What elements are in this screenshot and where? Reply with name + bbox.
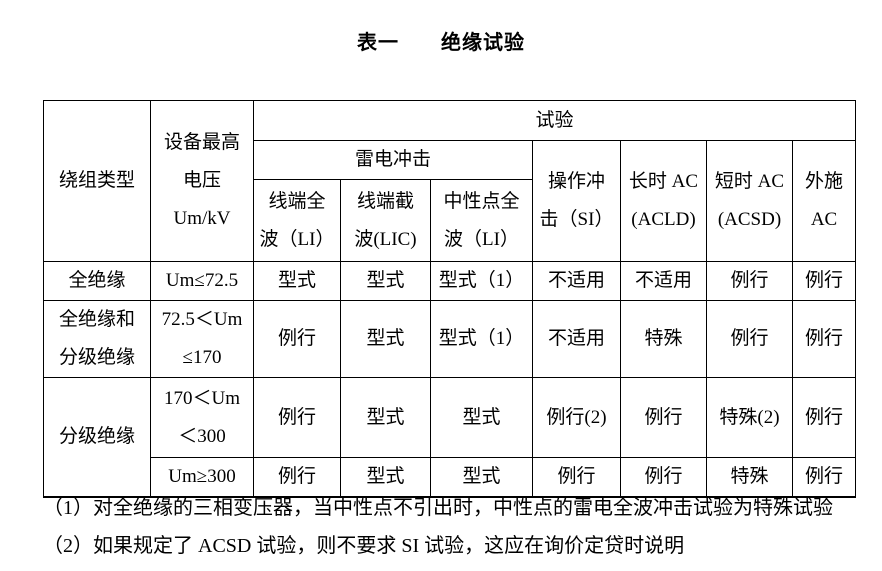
header-row-1: 绕组类型 设备最高 电压 Um/kV 试验 — [43, 100, 857, 262]
cell-winding: 分级绝缘 — [43, 377, 151, 498]
header-um: 设备最高 电压 Um/kV — [150, 100, 254, 262]
header-acld: 长时 AC (ACLD) — [620, 140, 707, 262]
cell: 不适用 — [532, 261, 621, 301]
insulation-test-table: 绕组类型 设备最高 电压 Um/kV 试验 雷电冲击 操作冲 击（SI） 长时 … — [43, 100, 857, 498]
footnote-2: （2）如果规定了 ACSD 试验，则不要求 SI 试验，这应在询价定贷时说明 — [43, 535, 685, 557]
header-si: 操作冲 击（SI） — [532, 140, 621, 262]
header-external-ac: 外施 AC — [791, 140, 857, 262]
cell: 型式（1） — [430, 261, 533, 301]
header-li-full-wave: 线端全 波（LI） — [253, 179, 341, 262]
table-row: 全绝缘 Um≤72.5 型式 型式 型式（1） 不适用 不适用 例行 例行 — [43, 261, 857, 301]
cell: 例行 — [253, 457, 341, 498]
header-winding-type: 绕组类型 — [43, 100, 151, 262]
cell: 例行 — [620, 377, 707, 458]
cell: 型式 — [340, 300, 431, 378]
table-row: 全绝缘和 分级绝缘 72.5＜Um ≤170 例行 型式 型式（1） 不适用 特… — [43, 300, 857, 378]
cell: 特殊 — [706, 457, 793, 498]
cell: 特殊(2) — [706, 377, 793, 458]
cell: 例行 — [791, 300, 857, 378]
cell: 例行 — [532, 457, 621, 498]
cell-winding: 全绝缘和 分级绝缘 — [43, 300, 151, 378]
cell: 型式 — [340, 261, 431, 301]
header-row-2: 雷电冲击 操作冲 击（SI） 长时 AC (ACLD) 短时 AC (ACSD)… — [44, 140, 857, 262]
cell: 例行 — [253, 300, 341, 378]
cell: 例行 — [620, 457, 707, 498]
cell: 例行 — [706, 261, 793, 301]
cell: 不适用 — [532, 300, 621, 378]
cell: 例行 — [791, 457, 857, 498]
cell-um: 170＜Um ＜300 — [150, 377, 254, 458]
header-acsd: 短时 AC (ACSD) — [706, 140, 793, 262]
table-row: Um≥300 例行 型式 型式 例行 例行 特殊 例行 — [44, 457, 857, 498]
cell: 型式（1） — [430, 300, 533, 378]
cell: 例行 — [253, 377, 341, 458]
page-title: 表一 绝缘试验 — [357, 32, 525, 54]
header-lightning-impulse: 雷电冲击 — [253, 140, 533, 180]
cell: 型式 — [253, 261, 341, 301]
header-li-chopped-wave: 线端截 波(LIC) — [340, 179, 431, 262]
header-test: 试验 — [252, 100, 857, 141]
cell: 例行 — [791, 377, 857, 458]
cell: 型式 — [340, 377, 431, 458]
cell-um: Um≥300 — [150, 457, 254, 498]
cell-winding: 全绝缘 — [43, 261, 151, 301]
header-li-neutral-wave: 中性点全 波（LI） — [430, 179, 533, 262]
cell: 例行 — [791, 261, 857, 301]
cell: 例行(2) — [532, 377, 621, 458]
cell: 不适用 — [620, 261, 707, 301]
cell: 型式 — [430, 377, 533, 458]
table-row: 分级绝缘 170＜Um ＜300 例行 型式 型式 例行(2) 例行 特殊(2)… — [43, 377, 857, 498]
cell: 型式 — [430, 457, 533, 498]
cell: 例行 — [706, 300, 793, 378]
cell: 特殊 — [620, 300, 707, 378]
cell: 型式 — [340, 457, 431, 498]
header-row-3: 线端全 波（LI） 线端截 波(LIC) 中性点全 波（LI） — [44, 179, 856, 262]
cell-um: 72.5＜Um ≤170 — [150, 300, 254, 378]
footnote-1: （1）对全绝缘的三相变压器，当中性点不引出时，中性点的雷电全波冲击试验为特殊试验 — [43, 497, 833, 519]
cell-um: Um≤72.5 — [150, 261, 254, 301]
